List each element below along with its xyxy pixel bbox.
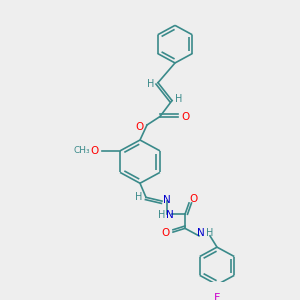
Text: CH₃: CH₃	[74, 146, 90, 155]
Text: O: O	[136, 122, 144, 132]
Text: H: H	[158, 210, 166, 220]
Text: N: N	[197, 228, 205, 238]
Text: H: H	[175, 94, 183, 104]
Text: H: H	[206, 228, 214, 238]
Text: O: O	[162, 228, 170, 238]
Text: H: H	[147, 79, 155, 88]
Text: N: N	[166, 210, 174, 220]
Text: N: N	[163, 195, 171, 205]
Text: O: O	[181, 112, 189, 122]
Text: O: O	[90, 146, 98, 156]
Text: H: H	[135, 192, 143, 202]
Text: O: O	[189, 194, 197, 204]
Text: F: F	[214, 293, 220, 300]
